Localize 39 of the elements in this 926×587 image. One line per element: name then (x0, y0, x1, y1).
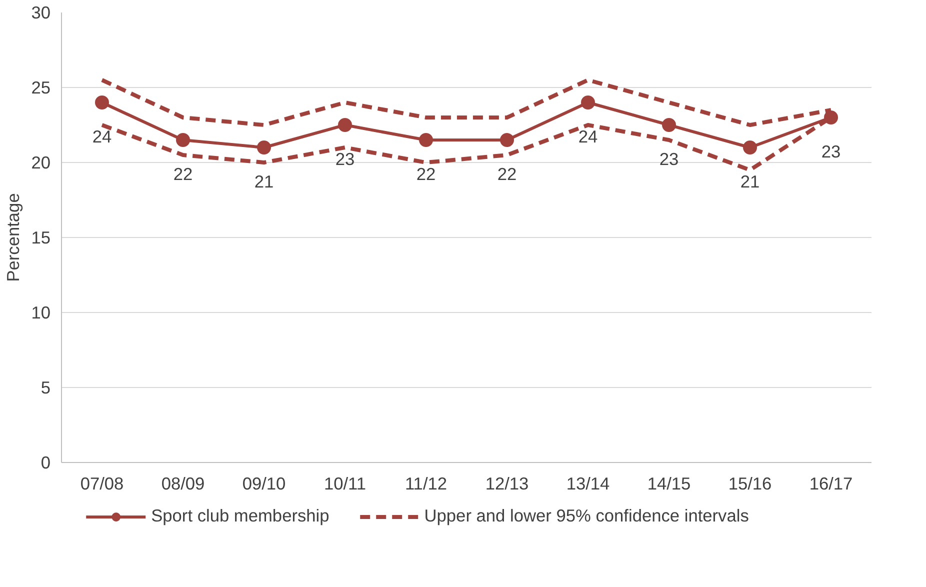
x-tick-label: 12/13 (485, 474, 529, 494)
data-label: 22 (173, 164, 193, 184)
data-label: 22 (497, 164, 517, 184)
data-label: 21 (740, 172, 760, 192)
x-tick-label: 15/16 (728, 474, 772, 494)
y-tick-label: 25 (31, 78, 51, 98)
x-tick-label: 14/15 (647, 474, 691, 494)
point (338, 118, 352, 132)
legend-label: Sport club membership (151, 506, 330, 526)
x-tick-label: 16/17 (809, 474, 853, 494)
x-tick-label: 13/14 (566, 474, 610, 494)
data-label: 24 (92, 126, 112, 146)
y-tick-label: 15 (31, 228, 51, 248)
y-tick-label: 20 (31, 152, 51, 172)
data-label: 23 (335, 149, 355, 169)
legend-label: Upper and lower 95% confidence intervals (424, 506, 749, 526)
data-label: 23 (821, 142, 841, 162)
x-tick-label: 11/12 (404, 474, 448, 494)
y-tick-label: 30 (31, 2, 51, 22)
data-label: 24 (578, 126, 598, 146)
point (662, 118, 676, 132)
point (95, 96, 109, 110)
y-tick-label: 10 (31, 302, 51, 322)
x-tick-label: 08/09 (161, 474, 205, 494)
point (176, 133, 190, 147)
x-tick-label: 10/11 (324, 474, 366, 494)
point (500, 133, 514, 147)
y-tick-label: 0 (40, 452, 51, 472)
x-tick-label: 07/08 (80, 474, 124, 494)
y-tick-label: 5 (40, 378, 51, 398)
point (419, 133, 433, 147)
data-label: 21 (254, 172, 274, 192)
x-tick-label: 09/10 (242, 474, 286, 494)
data-label: 22 (416, 164, 436, 184)
point (581, 96, 595, 110)
data-label: 23 (659, 149, 679, 169)
point (743, 140, 757, 154)
y-axis-title: Percentage (3, 193, 24, 282)
point (257, 140, 271, 154)
